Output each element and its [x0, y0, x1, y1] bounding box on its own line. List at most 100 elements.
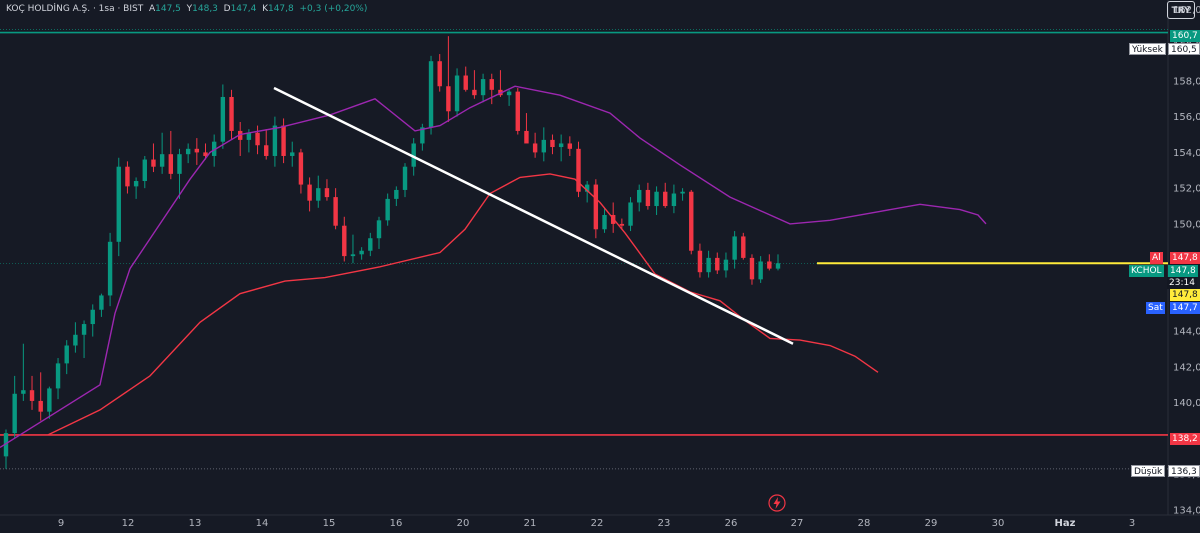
yellow-level-tag: 147,8: [1170, 289, 1200, 301]
candle-body: [99, 295, 104, 310]
ask-value-tag: 147,8: [1170, 252, 1200, 264]
candle-body: [142, 159, 147, 182]
candle-body: [368, 238, 373, 251]
high-label: Yüksek: [1129, 43, 1166, 55]
candle-body: [220, 96, 226, 142]
symbol-name[interactable]: KOÇ HOLDİNG A.Ş. · 1sa · BIST: [6, 4, 144, 14]
candle-body: [159, 154, 165, 167]
low-key: D: [223, 4, 231, 14]
candle-body: [290, 152, 295, 156]
candle-body: [203, 152, 208, 156]
candle-body: [211, 141, 217, 156]
high-value-tag: 160,5: [1168, 43, 1200, 55]
ask-label[interactable]: Al: [1150, 252, 1163, 264]
price-change: +0,3 (+0,20%): [299, 4, 368, 14]
candle-body: [680, 191, 685, 194]
candle-body: [593, 184, 599, 230]
x-tick-label: 20: [457, 518, 470, 529]
candle-body: [151, 159, 156, 167]
x-tick-label: 3: [1129, 518, 1135, 529]
candle-body: [775, 263, 781, 269]
y-tick-label: 156,0: [1173, 112, 1200, 123]
x-tick-label: Haz: [1055, 518, 1076, 529]
x-tick-label: 26: [725, 518, 738, 529]
candle-body: [567, 143, 573, 149]
symbol-header: KOÇ HOLDİNG A.Ş. · 1sa · BIST A147,5 Y14…: [6, 4, 367, 14]
candle-body: [732, 236, 737, 260]
candle-body: [715, 257, 720, 271]
candle-body: [298, 152, 304, 185]
candle-body: [3, 433, 9, 457]
candle-body: [411, 143, 416, 167]
candle-body: [316, 188, 321, 201]
purple-moving-average: [0, 85, 987, 448]
support-level-tag: 138,2: [1170, 433, 1200, 445]
x-tick-label: 28: [858, 518, 871, 529]
x-tick-label: 13: [189, 518, 202, 529]
y-tick-label: 142,0: [1173, 362, 1200, 373]
candle-body: [437, 61, 442, 87]
candle-body: [246, 132, 252, 140]
x-tick-label: 23: [658, 518, 671, 529]
candle-body: [706, 257, 711, 273]
candle-body: [55, 363, 61, 389]
candle-body: [602, 214, 607, 230]
candle-body: [576, 148, 581, 192]
candle-body: [515, 91, 520, 131]
top-level-tag: 160,7: [1170, 30, 1200, 42]
candle-body: [394, 189, 399, 199]
candle-body: [133, 181, 139, 187]
open-value: 147,5: [155, 4, 181, 14]
candle-body: [619, 223, 625, 226]
candle-body: [29, 390, 35, 401]
candle-body: [359, 250, 364, 255]
x-tick-label: 27: [791, 518, 804, 529]
candle-body: [81, 324, 87, 335]
bid-value-tag: 147,7: [1170, 302, 1200, 314]
candle-body: [689, 191, 694, 251]
bid-label[interactable]: Sat: [1146, 302, 1165, 314]
candle-body: [663, 191, 668, 207]
lightning-icon[interactable]: [768, 494, 786, 512]
candle-body: [723, 259, 729, 271]
candle-body: [472, 89, 477, 96]
candle-body: [264, 145, 269, 156]
candle-body: [385, 198, 390, 221]
candle-body: [177, 154, 182, 174]
candle-body: [272, 125, 278, 156]
x-tick-label: 12: [122, 518, 135, 529]
candle-body: [506, 91, 512, 96]
candle-body: [524, 130, 529, 144]
candle-body: [767, 261, 772, 269]
candle-body: [333, 197, 338, 226]
x-tick-label: 14: [256, 518, 269, 529]
open-key: A: [148, 4, 156, 14]
candle-body: [194, 148, 200, 153]
x-tick-label: 16: [390, 518, 403, 529]
candle-body: [342, 225, 347, 257]
close-value: 147,8: [267, 4, 294, 14]
candle-body: [454, 75, 460, 112]
candle-body: [758, 261, 763, 280]
white-trendline: [273, 86, 794, 345]
close-key: K: [262, 4, 268, 14]
candle-body: [350, 254, 356, 257]
x-tick-label: 22: [591, 518, 604, 529]
candle-body: [376, 220, 382, 239]
candle-body: [64, 345, 69, 364]
candle-body: [558, 143, 564, 148]
y-tick-label: 162,0: [1173, 5, 1200, 16]
candle-body: [90, 309, 95, 325]
candle-body: [116, 166, 121, 242]
low-label: Düşük: [1131, 465, 1166, 477]
low-value: 147,4: [230, 4, 257, 14]
ticker-tag: KCHOL: [1129, 265, 1164, 277]
high-value: 148,3: [192, 4, 218, 14]
currency-button[interactable]: TRY: [1167, 1, 1195, 19]
current-price-tag: 147,8: [1168, 265, 1198, 277]
candle-body: [229, 96, 234, 131]
low-value-tag: 136,3: [1168, 465, 1200, 477]
x-tick-label: 9: [58, 518, 64, 529]
candle-body: [463, 75, 468, 90]
